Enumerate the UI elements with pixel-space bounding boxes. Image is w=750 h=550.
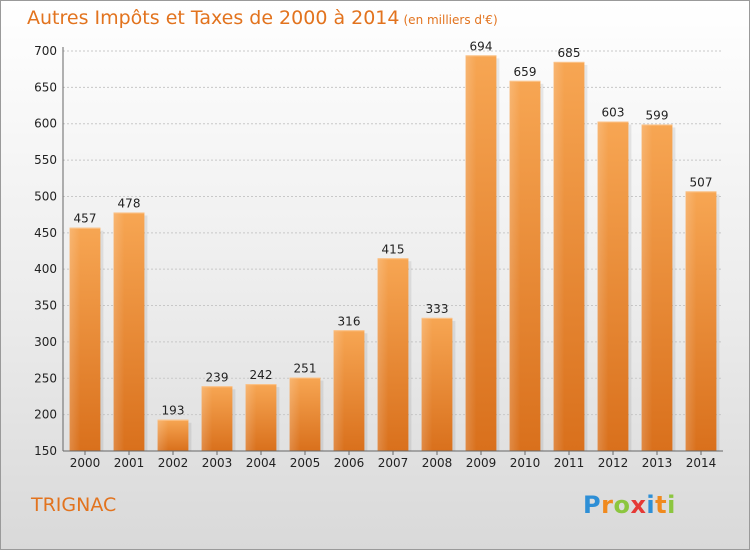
data-label: 316 — [338, 314, 361, 328]
x-tick-label: 2010 — [510, 456, 541, 470]
x-tick-label: 2004 — [246, 456, 277, 470]
bar-highlight — [69, 227, 81, 451]
bar-highlight — [685, 191, 697, 451]
bar-highlight — [245, 384, 257, 451]
x-tick-label: 2007 — [378, 456, 409, 470]
data-label: 599 — [646, 108, 669, 122]
logo-letter: t — [655, 491, 668, 519]
data-label: 333 — [426, 302, 449, 316]
data-label: 694 — [470, 39, 493, 53]
x-tick-label: 2001 — [114, 456, 145, 470]
bar-highlight — [333, 330, 345, 451]
x-tick-label: 2013 — [642, 456, 673, 470]
data-label: 239 — [206, 370, 229, 384]
data-label: 659 — [514, 65, 537, 79]
x-tick-label: 2011 — [554, 456, 585, 470]
y-tick-label: 300 — [34, 335, 57, 349]
x-tick-label: 2002 — [158, 456, 189, 470]
bar-highlight — [421, 317, 433, 451]
data-label: 242 — [250, 368, 273, 382]
logo-letter: o — [613, 491, 631, 519]
y-tick-label: 350 — [34, 299, 57, 313]
bar-highlight — [201, 386, 213, 451]
y-tick-label: 200 — [34, 408, 57, 422]
logo-letter: x — [630, 491, 647, 519]
bar-highlight — [113, 212, 125, 451]
logo-letter: i — [667, 491, 676, 519]
data-label: 685 — [558, 46, 581, 60]
bar-highlight — [553, 61, 565, 452]
x-tick-label: 2014 — [686, 456, 717, 470]
data-label: 415 — [382, 242, 405, 256]
x-tick-label: 2003 — [202, 456, 233, 470]
y-tick-label: 650 — [34, 80, 57, 94]
x-tick-label: 2005 — [290, 456, 321, 470]
data-label: 251 — [294, 362, 317, 376]
city-name: TRIGNAC — [31, 494, 117, 516]
x-tick-label: 2008 — [422, 456, 453, 470]
logo-letter: P — [583, 491, 602, 519]
logo-letter: r — [601, 491, 614, 519]
y-tick-label: 500 — [34, 189, 57, 203]
y-tick-label: 400 — [34, 262, 57, 276]
data-label: 478 — [118, 196, 141, 210]
data-label: 507 — [690, 175, 713, 189]
y-tick-label: 150 — [34, 444, 57, 458]
y-tick-label: 250 — [34, 371, 57, 385]
y-tick-label: 700 — [34, 44, 57, 58]
bar-highlight — [597, 121, 609, 451]
bar-highlight — [641, 124, 653, 452]
chart-title-text: Autres Impôts et Taxes de 2000 à 2014 — [27, 7, 400, 29]
chart-title: Autres Impôts et Taxes de 2000 à 2014 (en… — [27, 7, 498, 29]
x-tick-label: 2012 — [598, 456, 629, 470]
bar-highlight — [509, 80, 521, 452]
data-label: 457 — [74, 212, 97, 226]
y-tick-label: 450 — [34, 226, 57, 240]
bar-highlight — [157, 419, 169, 451]
data-label: 193 — [162, 404, 185, 418]
bar-highlight — [465, 55, 477, 451]
data-label: 603 — [602, 106, 625, 120]
y-tick-label: 600 — [34, 117, 57, 131]
proxiti-logo: Proxiti — [583, 491, 676, 519]
x-tick-label: 2009 — [466, 456, 497, 470]
bar-highlight — [377, 258, 389, 451]
chart-unit-label: (en milliers d'€) — [403, 13, 498, 27]
x-tick-label: 2006 — [334, 456, 365, 470]
y-tick-label: 550 — [34, 153, 57, 167]
bar-highlight — [289, 377, 301, 451]
x-tick-label: 2000 — [70, 456, 101, 470]
logo-letter: i — [646, 491, 656, 519]
